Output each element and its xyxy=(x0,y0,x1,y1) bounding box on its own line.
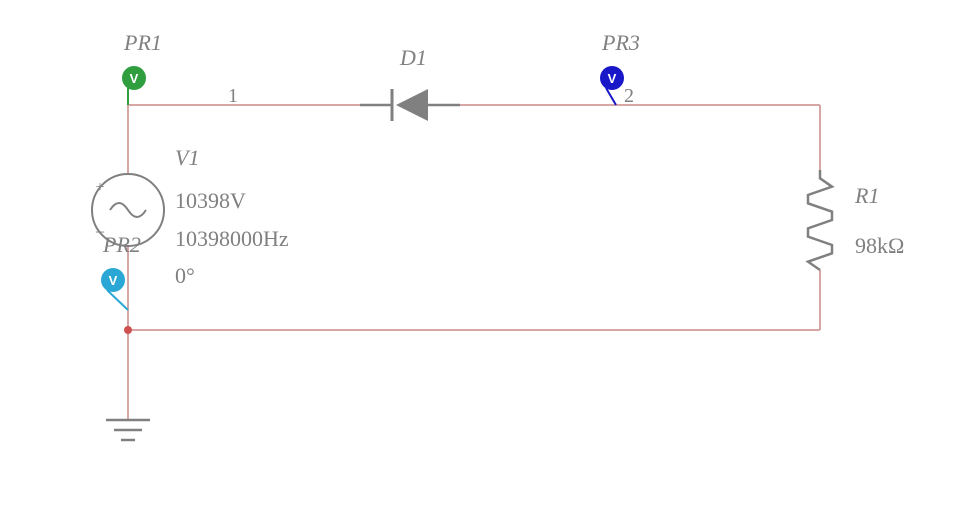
diode-label: D1 xyxy=(400,45,427,71)
svg-text:+: + xyxy=(95,179,104,196)
resistor-name: R1 xyxy=(855,183,879,209)
source-phase: 0° xyxy=(175,263,195,289)
node-label-2: 2 xyxy=(624,85,634,108)
svg-text:V: V xyxy=(109,273,118,288)
svg-text:V: V xyxy=(608,71,617,86)
source-voltage: 10398V xyxy=(175,188,246,214)
source-frequency: 10398000Hz xyxy=(175,226,289,252)
probe-label-pr1: PR1 xyxy=(124,30,162,56)
svg-text:V: V xyxy=(130,71,139,86)
probe-label-pr2: PR2 xyxy=(103,232,141,258)
probe-label-pr3: PR3 xyxy=(602,30,640,56)
source-name: V1 xyxy=(175,145,199,171)
node-label-1: 1 xyxy=(228,85,238,108)
resistor-value: 98kΩ xyxy=(855,233,904,259)
circuit-diagram: +−VVV xyxy=(0,0,963,510)
